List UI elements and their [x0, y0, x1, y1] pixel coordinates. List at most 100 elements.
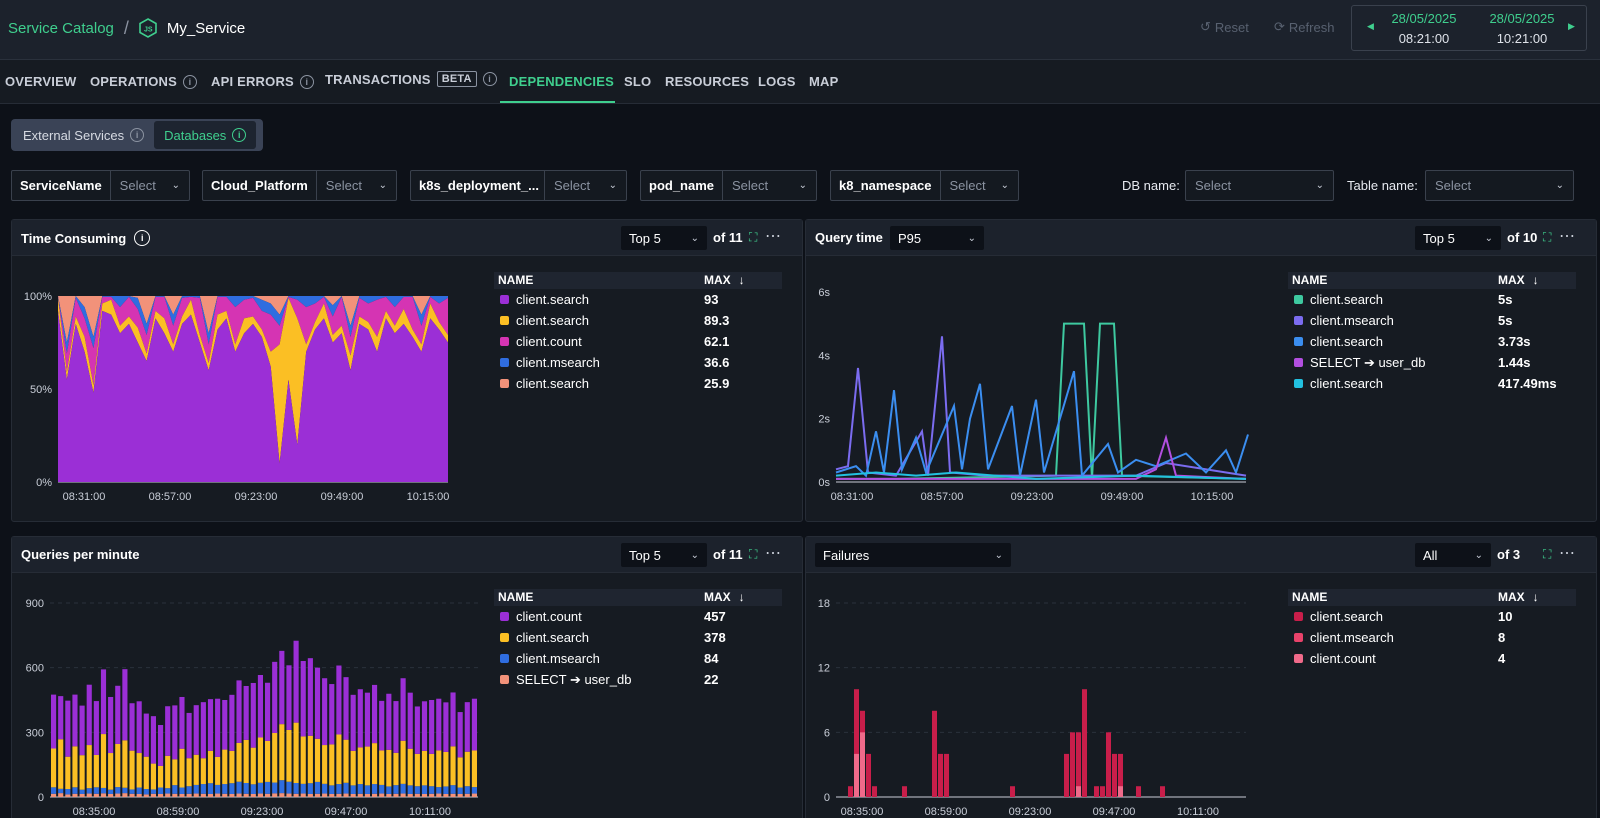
expand-icon[interactable]: ⛶: [749, 230, 758, 244]
date-range-picker[interactable]: ◀ 28/05/2025 08:21:00 28/05/2025 10:21:00 …: [1351, 5, 1587, 51]
legend-max-header[interactable]: MAX ↓: [704, 590, 745, 604]
refresh-button[interactable]: ⟳ Refresh: [1274, 19, 1335, 35]
info-icon[interactable]: i: [482, 72, 497, 86]
bar: [222, 784, 228, 794]
expand-icon[interactable]: ⛶: [1543, 547, 1552, 561]
filter-select[interactable]: Select ⌄: [554, 178, 617, 193]
failures-metric-select[interactable]: Failures ⌄: [815, 543, 1011, 567]
more-options-icon[interactable]: ⋯: [765, 228, 782, 245]
x-tick-label: 08:59:00: [925, 806, 968, 818]
tab-logs[interactable]: LOGS: [758, 74, 796, 89]
next-range-icon[interactable]: ▶: [1568, 21, 1575, 31]
bar: [1076, 786, 1081, 797]
bar: [1136, 786, 1141, 797]
tab-resources[interactable]: RESOURCES: [665, 74, 750, 89]
filter-cloud-platform[interactable]: Cloud_Platform Select ⌄: [202, 170, 397, 201]
segment-databases[interactable]: Databases i: [154, 121, 257, 149]
bar: [207, 750, 214, 784]
bar: [1094, 786, 1099, 797]
bar: [293, 722, 299, 783]
bar: [307, 793, 313, 797]
tab-transactions[interactable]: TRANSACTIONS BETA i: [325, 71, 497, 87]
tab-dependencies[interactable]: DEPENDENCIES: [509, 74, 614, 89]
info-icon[interactable]: i: [299, 74, 314, 89]
info-icon[interactable]: i: [183, 74, 197, 89]
filter-select[interactable]: Select ⌄: [949, 178, 1009, 193]
segment-external-services[interactable]: External Services i: [13, 121, 154, 149]
db-name-select[interactable]: Select ⌄: [1185, 170, 1334, 201]
legend-row[interactable]: client.search 3.73s: [1288, 331, 1576, 352]
legend-row[interactable]: client.count 457: [494, 606, 782, 627]
bar: [222, 749, 228, 785]
legend-row[interactable]: client.search 378: [494, 627, 782, 648]
legend-row[interactable]: client.search 417.49ms: [1288, 373, 1576, 394]
legend-row[interactable]: client.search 93: [494, 289, 782, 310]
chevron-down-icon: ⌄: [608, 180, 617, 191]
breadcrumb-service-catalog[interactable]: Service Catalog: [8, 19, 114, 37]
more-options-icon[interactable]: ⋯: [1559, 545, 1576, 562]
bar: [471, 750, 477, 788]
filter-k8-namespace[interactable]: k8_namespace Select ⌄: [830, 170, 1019, 201]
legend-row[interactable]: client.count 62.1: [494, 331, 782, 352]
tab-overview[interactable]: OVERVIEW: [5, 74, 77, 89]
date-from[interactable]: 28/05/2025 08:21:00: [1391, 11, 1457, 46]
legend-max-header[interactable]: MAX ↓: [1498, 590, 1539, 604]
top-n-select[interactable]: Top 5 ⌄: [1415, 226, 1501, 250]
filter-select[interactable]: Select ⌄: [732, 178, 807, 193]
filter-service-name[interactable]: ServiceName Select ⌄: [11, 170, 190, 201]
legend-max-header[interactable]: MAX ↓: [704, 273, 745, 287]
top-n-select[interactable]: Top 5 ⌄: [621, 543, 707, 567]
info-icon[interactable]: i: [130, 128, 145, 142]
legend-row[interactable]: client.msearch 5s: [1288, 310, 1576, 331]
date-to[interactable]: 28/05/2025 10:21:00: [1489, 11, 1555, 46]
bar: [471, 787, 477, 794]
tab-operations[interactable]: OPERATIONS i: [90, 74, 197, 89]
more-options-icon[interactable]: ⋯: [1559, 228, 1576, 245]
bar: [932, 710, 937, 797]
bar: [165, 788, 171, 794]
expand-icon[interactable]: ⛶: [1543, 230, 1552, 244]
percentile-select[interactable]: P95 ⌄: [890, 226, 984, 250]
legend-name-header[interactable]: NAME: [498, 590, 534, 604]
legend-row[interactable]: client.search 5s: [1288, 289, 1576, 310]
legend-row[interactable]: SELECT ➔ user_db 22: [494, 669, 782, 690]
more-options-icon[interactable]: ⋯: [765, 545, 782, 562]
legend-row[interactable]: client.search 25.9: [494, 373, 782, 394]
legend-max-header[interactable]: MAX ↓: [1498, 273, 1539, 287]
top-n-select[interactable]: Top 5 ⌄: [621, 226, 707, 250]
y-tick-label: 2s: [818, 414, 830, 426]
bar: [407, 748, 413, 786]
tab-map[interactable]: MAP: [809, 74, 839, 89]
bar: [293, 782, 299, 794]
legend-row[interactable]: client.search 10: [1288, 606, 1576, 627]
legend-row[interactable]: SELECT ➔ user_db 1.44s: [1288, 352, 1576, 373]
expand-icon[interactable]: ⛶: [749, 547, 758, 561]
bar: [279, 724, 285, 781]
top-n-select[interactable]: All ⌄: [1415, 543, 1491, 567]
filter-k8s-deployment[interactable]: k8s_deployment_... Select ⌄: [410, 170, 627, 201]
filter-pod-name[interactable]: pod_name Select ⌄: [640, 170, 817, 201]
bar: [393, 752, 399, 786]
reset-button[interactable]: ↺ Reset: [1200, 19, 1249, 35]
info-icon[interactable]: i: [232, 128, 247, 142]
legend-name-header[interactable]: NAME: [498, 273, 534, 287]
legend-name-header[interactable]: NAME: [1292, 273, 1328, 287]
legend-row[interactable]: client.msearch 84: [494, 648, 782, 669]
legend-row[interactable]: client.search 89.3: [494, 310, 782, 331]
filter-select[interactable]: Select ⌄: [325, 178, 387, 193]
legend-row[interactable]: client.msearch 8: [1288, 627, 1576, 648]
legend-row[interactable]: client.msearch 36.6: [494, 352, 782, 373]
tab-api-errors[interactable]: API ERRORS i: [211, 74, 314, 89]
table-name-select[interactable]: Select ⌄: [1425, 170, 1574, 201]
legend-series-name: SELECT ➔ user_db: [516, 671, 632, 687]
filter-select[interactable]: Select ⌄: [119, 178, 180, 193]
sort-desc-icon: ↓: [1532, 273, 1539, 287]
bar: [464, 702, 470, 752]
legend-name-header[interactable]: NAME: [1292, 590, 1328, 604]
bar: [200, 702, 206, 759]
legend-row[interactable]: client.count 4: [1288, 648, 1576, 669]
bar: [421, 793, 428, 797]
info-icon[interactable]: i: [134, 230, 151, 246]
tab-slo[interactable]: SLO: [624, 74, 652, 89]
prev-range-icon[interactable]: ◀: [1367, 21, 1374, 31]
